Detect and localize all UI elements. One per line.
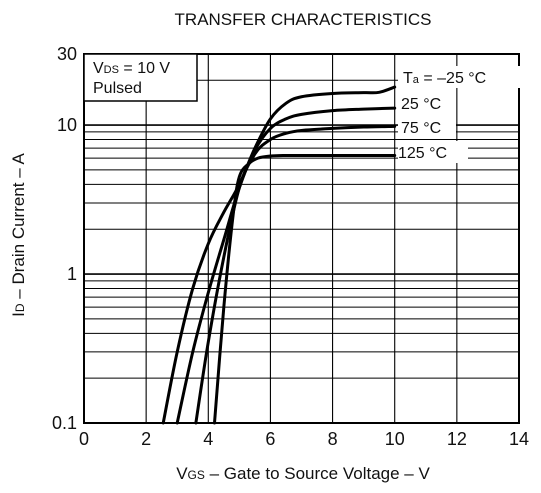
plot-frame — [83, 53, 520, 424]
tick-labels: 0 2 4 6 8 10 12 14 0.1 1 10 30 — [52, 44, 529, 449]
series-line-3 — [213, 153, 397, 425]
x-axis-label-main: V — [176, 464, 188, 483]
y-tick-label-1: 1 — [67, 264, 77, 284]
condition-vds-rest: = 10 V — [119, 60, 170, 77]
x-axis-label-sub: GS — [188, 468, 205, 482]
label-bg-75 — [398, 116, 456, 138]
x-tick-label-5: 10 — [385, 429, 405, 449]
series-label-m25c: Ta = –25 °C — [403, 70, 486, 87]
curves — [161, 85, 397, 425]
series-line-1 — [175, 106, 397, 425]
y-tick-label-0: 0.1 — [52, 413, 77, 433]
condition-box-frame — [83, 53, 198, 102]
x-axis-label: VGS – Gate to Source Voltage – V — [176, 464, 430, 483]
label-bg-m25 — [398, 66, 520, 88]
condition-vds-main: V — [93, 60, 104, 77]
y-axis-label: ID – Drain Current – A — [9, 153, 28, 317]
label-bg-25 — [398, 92, 456, 114]
x-axis-label-rest: – Gate to Source Voltage – V — [205, 464, 431, 483]
series-label-m25c-main: T — [403, 70, 413, 87]
y-tick-label-2: 10 — [57, 115, 77, 135]
condition-vds-sub: DS — [104, 64, 119, 76]
label-bg-125 — [398, 141, 468, 163]
x-tick-label-3: 6 — [265, 429, 275, 449]
y-tick-label-3: 30 — [57, 44, 77, 64]
x-tick-label-1: 2 — [141, 429, 151, 449]
y-axis-label-main: I — [9, 312, 28, 317]
y-axis-label-sub: D — [13, 303, 27, 312]
series-label-m25c-rest: = –25 °C — [419, 70, 486, 87]
x-tick-label-6: 12 — [447, 429, 467, 449]
condition-pulsed: Pulsed — [93, 80, 142, 97]
condition-box: VDS = 10 V Pulsed — [83, 53, 198, 102]
condition-vds: VDS = 10 V — [93, 60, 170, 77]
series-label-m25c-sub: a — [413, 74, 420, 86]
y-axis-label-rest: – Drain Current – A — [9, 153, 28, 304]
curve-labels: Ta = –25 °C 25 °C 75 °C 125 °C — [398, 66, 520, 163]
chart-title: TRANSFER CHARACTERISTICS — [175, 10, 432, 29]
x-tick-label-2: 4 — [203, 429, 213, 449]
series-label-25c: 25 °C — [401, 96, 441, 113]
x-tick-label-4: 8 — [328, 429, 338, 449]
series-line-2 — [194, 124, 397, 425]
series-label-75c: 75 °C — [401, 120, 441, 137]
x-tick-label-7: 14 — [509, 429, 529, 449]
series-label-125c: 125 °C — [398, 145, 447, 162]
x-tick-label-0: 0 — [79, 429, 89, 449]
series-line-0 — [161, 85, 397, 425]
